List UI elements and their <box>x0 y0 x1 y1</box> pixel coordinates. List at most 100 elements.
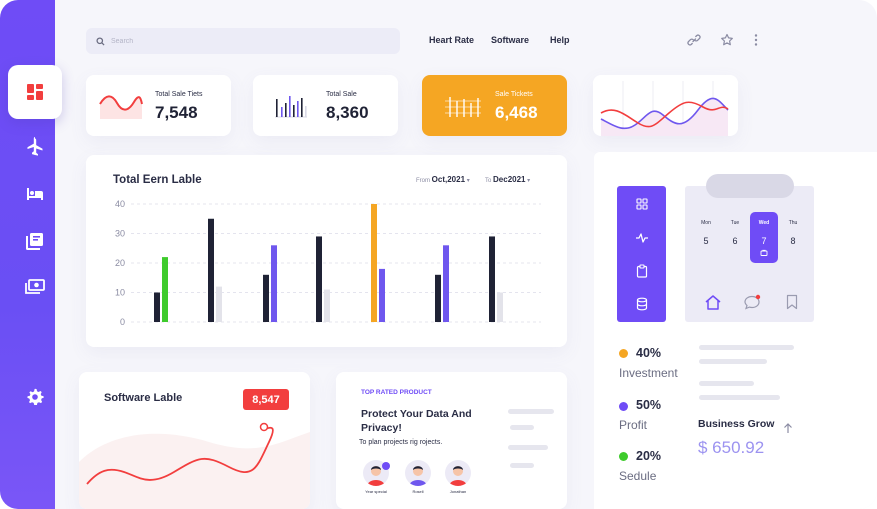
chart-bar[interactable] <box>324 289 330 322</box>
range-to-value: Dec2021 <box>493 175 526 184</box>
nav-help[interactable]: Help <box>550 35 570 45</box>
avatar[interactable] <box>405 460 431 486</box>
clipboard-icon[interactable] <box>634 263 650 279</box>
y-tick-label: 0 <box>120 317 125 327</box>
arrow-up-icon <box>784 423 792 433</box>
nav-heart-rate[interactable]: Heart Rate <box>429 35 475 45</box>
date-range-to[interactable]: To Dec2021 ▾ <box>485 175 530 184</box>
legend-name: Sedule <box>619 469 657 483</box>
bag-icon <box>760 249 768 256</box>
chart-bar[interactable] <box>379 268 385 322</box>
link-icon[interactable] <box>686 32 702 48</box>
avatar-name: Rosell <box>412 489 424 494</box>
bed-icon <box>27 188 43 200</box>
chart-bar[interactable] <box>316 236 322 322</box>
calendar-day-label: Wed <box>758 220 770 226</box>
software-title: Software Lable <box>104 392 183 404</box>
chart-bar[interactable] <box>489 236 495 322</box>
quick-actions-bar <box>617 186 666 322</box>
earnings-chart-card: Total Eern Lable From Oct,2021 ▾ To Dec2… <box>86 155 567 347</box>
software-card: Software Lable 8,547 <box>79 372 310 509</box>
y-tick-label: 10 <box>115 288 125 298</box>
calendar-day-label: Mon <box>701 220 711 226</box>
y-tick-label: 40 <box>115 199 125 209</box>
person-avatar-icon <box>449 466 467 486</box>
legend-name: Investment <box>619 366 678 380</box>
dashboard-icon <box>27 84 43 100</box>
settings-icon <box>27 388 44 405</box>
stat-card-sale-tickets[interactable]: Sale Tickets 6,468 <box>422 75 567 136</box>
library-icon <box>26 233 43 250</box>
y-tick-label: 20 <box>115 258 125 268</box>
calendar-date[interactable]: 8 <box>790 236 796 246</box>
nav-software[interactable]: Software <box>491 35 530 45</box>
mini-bar-chart-icon <box>275 96 307 118</box>
bar-chart: 40 30 20 10 0 <box>115 199 541 327</box>
chart-bar[interactable] <box>497 292 503 323</box>
bookmark-icon[interactable] <box>783 293 801 311</box>
search-box[interactable] <box>86 28 400 54</box>
stat-card-total-sale-tiets[interactable]: Total Sale Tiets 7,548 <box>86 75 231 136</box>
sidebar-item-hotels[interactable] <box>8 167 62 221</box>
software-line-chart <box>79 422 310 509</box>
sidebar-item-flights[interactable] <box>8 120 62 174</box>
right-panel: Mon Tue Wed Thu 5 6 7 8 <box>594 152 877 509</box>
date-range-from[interactable]: From Oct,2021 ▾ <box>416 175 470 184</box>
sidebar-item-settings[interactable] <box>8 370 62 424</box>
chart-bar[interactable] <box>371 204 377 322</box>
chevron-down-icon: ▾ <box>527 178 531 184</box>
placeholder-line <box>699 345 794 350</box>
chart-bar[interactable] <box>154 292 160 323</box>
placeholder-line <box>508 409 554 414</box>
placeholder-line <box>510 463 534 468</box>
trend-card[interactable] <box>593 75 738 136</box>
activity-icon[interactable] <box>634 230 650 246</box>
sidebar-item-library[interactable] <box>8 214 62 268</box>
chart-bar[interactable] <box>216 286 222 322</box>
avatar-name: Jonathan <box>449 489 467 494</box>
calendar-day-label: Thu <box>788 220 798 226</box>
chart-bar[interactable] <box>263 274 269 322</box>
sidebar-item-payments[interactable] <box>8 259 62 313</box>
mini-bar-chart-icon <box>445 97 481 117</box>
stat-label: Total Sale Tiets <box>155 91 203 98</box>
chart-bar[interactable] <box>162 257 168 322</box>
range-from-label: From <box>416 178 430 184</box>
stat-card-total-sale[interactable]: Total Sale 8,360 <box>253 75 398 136</box>
chart-title: Total Eern Lable <box>113 174 202 186</box>
legend-percent: 50% <box>636 398 662 412</box>
placeholder-line <box>510 425 534 430</box>
placeholder-line <box>699 381 754 386</box>
chat-icon[interactable] <box>743 293 761 311</box>
chart-bar[interactable] <box>443 245 449 322</box>
calendar-selected-day[interactable] <box>750 212 778 263</box>
more-vertical-icon[interactable] <box>748 32 764 48</box>
trend-line-chart <box>600 81 729 136</box>
placeholder-line <box>508 445 548 450</box>
avatar-name: Year special <box>365 489 387 494</box>
calendar-date[interactable]: 5 <box>703 236 709 246</box>
legend-name: Profit <box>619 418 648 432</box>
avatar[interactable] <box>445 460 471 486</box>
chart-bar[interactable] <box>271 245 277 322</box>
grid-icon[interactable] <box>634 196 650 212</box>
product-subtitle: To plan projects rig rojects. <box>359 439 443 446</box>
stat-label: Sale Tickets <box>495 91 533 98</box>
legend-dot <box>619 402 628 411</box>
sidebar-item-dashboard[interactable] <box>8 65 62 119</box>
chart-bar[interactable] <box>435 274 441 322</box>
chart-bar[interactable] <box>208 218 214 322</box>
database-icon[interactable] <box>634 296 650 312</box>
stat-label: Total Sale <box>326 91 357 98</box>
calendar-date[interactable]: 7 <box>761 236 767 246</box>
business-grow-title: Business Grow <box>698 418 775 430</box>
y-tick-label: 30 <box>115 229 125 239</box>
home-icon[interactable] <box>704 293 722 311</box>
search-icon <box>96 36 105 46</box>
calendar-date[interactable]: 6 <box>732 236 738 246</box>
person-avatar-icon <box>367 466 385 486</box>
range-from-value: Oct,2021 <box>431 175 466 184</box>
search-input[interactable] <box>111 37 371 45</box>
star-icon[interactable] <box>719 32 735 48</box>
